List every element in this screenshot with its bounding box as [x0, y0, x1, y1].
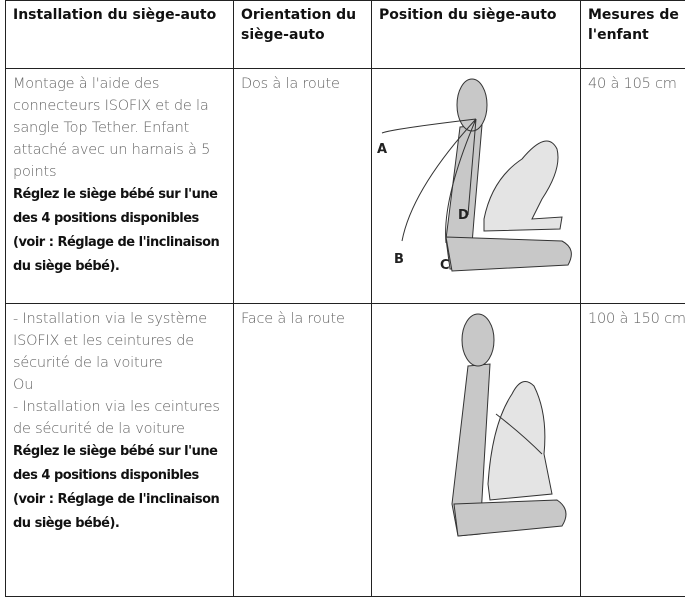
orientation-cell: Dos à la route: [234, 69, 372, 304]
figure-label: A: [377, 142, 387, 157]
installation-text: - Installation via les ceintures de sécu…: [13, 396, 226, 440]
note: Réglez le siège bébé sur l'une des 4 pos…: [13, 440, 226, 536]
header-cell: Mesures de l'enfant: [581, 1, 685, 69]
forward-facing-figure: [372, 304, 581, 589]
figure-cell: [372, 304, 581, 597]
measures-cell: 100 à 150 cm: [581, 304, 685, 597]
header-cell: Orientation du siège-auto: [234, 1, 372, 69]
installation-text: Ou: [13, 374, 226, 396]
orientation-cell: Face à la route: [234, 304, 372, 597]
installation-text: Montage à l'aide des connecteurs ISOFIX …: [13, 73, 226, 183]
header-cell: Position du siège-auto: [372, 1, 581, 69]
figure-cell: A B C D: [372, 69, 581, 304]
installation-cell: - Installation via le système ISOFIX et …: [6, 304, 234, 597]
figure-label: B: [394, 252, 404, 267]
table-row: Montage à l'aide des connecteurs ISOFIX …: [6, 69, 685, 304]
rear-facing-figure: A B C D: [372, 69, 581, 296]
table-row: - Installation via le système ISOFIX et …: [6, 304, 685, 597]
page: Installation du siège-auto Orientation d…: [0, 0, 685, 582]
header-cell: Installation du siège-auto: [6, 1, 234, 69]
measures-cell: 40 à 105 cm: [581, 69, 685, 304]
header-row: Installation du siège-auto Orientation d…: [6, 1, 685, 69]
installation-text: - Installation via le système ISOFIX et …: [13, 308, 226, 374]
note: Réglez le siège bébé sur l'une des 4 pos…: [13, 183, 226, 279]
installation-table: Installation du siège-auto Orientation d…: [5, 0, 685, 597]
figure-label: D: [458, 208, 469, 223]
figure-label: C: [440, 258, 449, 273]
installation-cell: Montage à l'aide des connecteurs ISOFIX …: [6, 69, 234, 304]
